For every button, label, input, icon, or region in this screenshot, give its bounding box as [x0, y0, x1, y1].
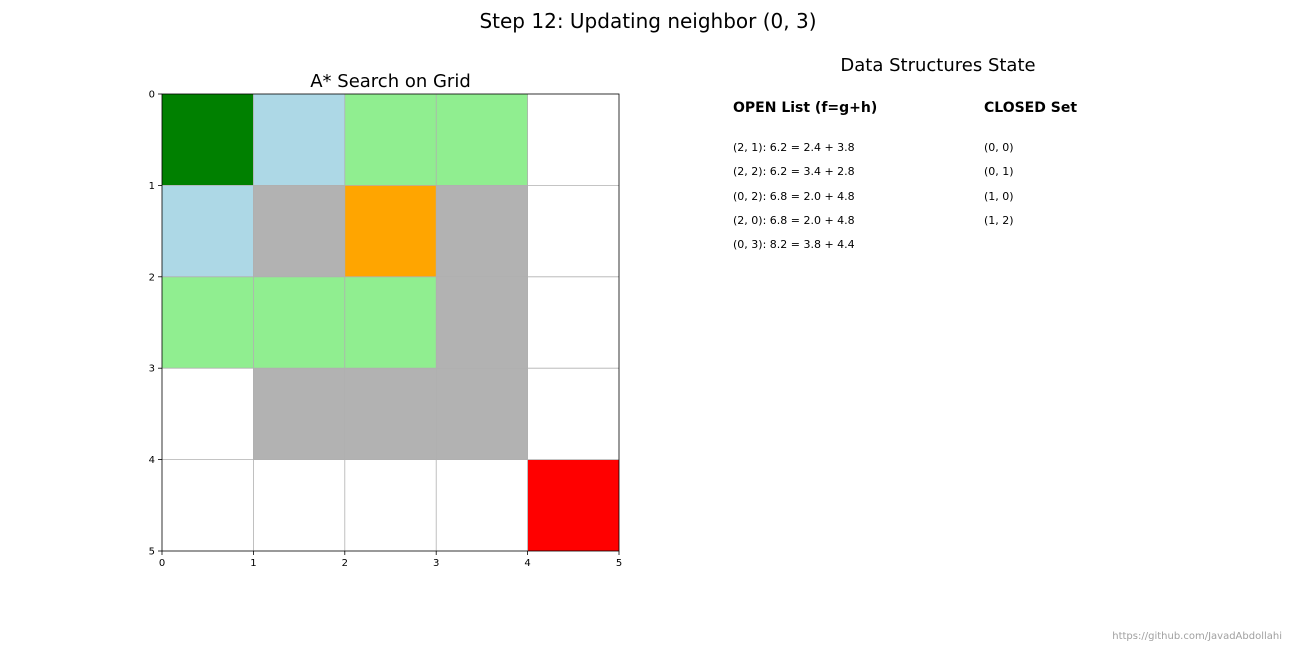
- grid-cell-0-4-empty: [527, 94, 619, 186]
- closed-set-header: CLOSED Set: [984, 100, 1078, 116]
- figure-title: Step 12: Updating neighbor (0, 3): [479, 9, 817, 33]
- closed-set-item: (1, 2): [984, 213, 1014, 227]
- y-tick-label: 5: [149, 547, 155, 558]
- grid-cell-1-1-obstacle: [253, 185, 345, 277]
- open-list-item: (2, 1): 6.2 = 2.4 + 3.8: [733, 141, 855, 154]
- grid-cell-1-4-empty: [527, 185, 619, 277]
- x-tick-label: 0: [159, 558, 165, 569]
- closed-set-item: (0, 0): [984, 141, 1014, 154]
- grid-cell-4-4-goal: [527, 459, 619, 551]
- y-tick-label: 4: [149, 455, 155, 466]
- grid-cell-0-0-start: [162, 94, 254, 186]
- grid-cell-2-3-obstacle: [436, 276, 528, 369]
- grid-cell-0-1-closed: [253, 94, 345, 186]
- grid-cell-2-2-open: [344, 276, 437, 369]
- x-tick-label: 4: [524, 558, 530, 569]
- x-tick-label: 2: [342, 558, 348, 569]
- grid-cell-3-0-empty: [162, 368, 254, 460]
- grid-cell-4-1-empty: [253, 459, 345, 551]
- grid-cell-4-2-empty: [344, 459, 437, 551]
- grid-cell-2-1-open: [253, 276, 345, 369]
- x-tick-label: 1: [250, 558, 256, 569]
- open-list-item: (0, 3): 8.2 = 3.8 + 4.4: [733, 238, 855, 252]
- grid-cell-3-2-obstacle: [344, 368, 437, 460]
- x-tick-label: 3: [433, 558, 439, 569]
- open-list: (2, 1): 6.2 = 2.4 + 3.8 (2, 2): 6.2 = 3.…: [733, 141, 855, 262]
- grid-title: A* Search on Grid: [310, 71, 471, 92]
- closed-set: (0, 0) (0, 1) (1, 0) (1, 2): [984, 141, 1014, 238]
- watermark-link: https://github.com/JavadAbdollahi: [1112, 631, 1282, 642]
- closed-set-item: (0, 1): [984, 165, 1014, 179]
- grid-cell-4-3-empty: [436, 459, 528, 551]
- grid-cell-0-3-open: [436, 94, 528, 186]
- grid-frame: [161, 93, 620, 552]
- y-tick-label: 2: [149, 272, 155, 283]
- closed-set-item: (1, 0): [984, 189, 1014, 203]
- open-list-item: (2, 0): 6.8 = 2.0 + 4.8: [733, 213, 855, 227]
- grid-cell-3-1-obstacle: [253, 368, 345, 460]
- y-tick-label: 0: [149, 90, 155, 101]
- grid-cell-2-0-open: [162, 276, 254, 369]
- grid-cell-2-4-empty: [527, 276, 619, 369]
- open-list-header: OPEN List (f=g+h): [733, 100, 878, 116]
- grid-cell-4-0-empty: [162, 459, 254, 551]
- grid-cell-0-2-open: [344, 94, 437, 186]
- grid-cell-3-3-obstacle: [436, 368, 528, 460]
- y-tick-label: 1: [149, 181, 155, 192]
- state-panel-title: Data Structures State: [840, 55, 1036, 76]
- x-tick-label: 5: [616, 558, 622, 569]
- grid-cell-1-2-current: [344, 185, 437, 277]
- y-tick-label: 3: [149, 364, 155, 375]
- grid-cell-1-0-closed: [162, 185, 254, 277]
- grid-cell-3-4-empty: [527, 368, 619, 460]
- open-list-item: (2, 2): 6.2 = 3.4 + 2.8: [733, 165, 855, 179]
- open-list-item: (0, 2): 6.8 = 2.0 + 4.8: [733, 189, 855, 203]
- grid-cell-1-3-obstacle: [436, 185, 528, 277]
